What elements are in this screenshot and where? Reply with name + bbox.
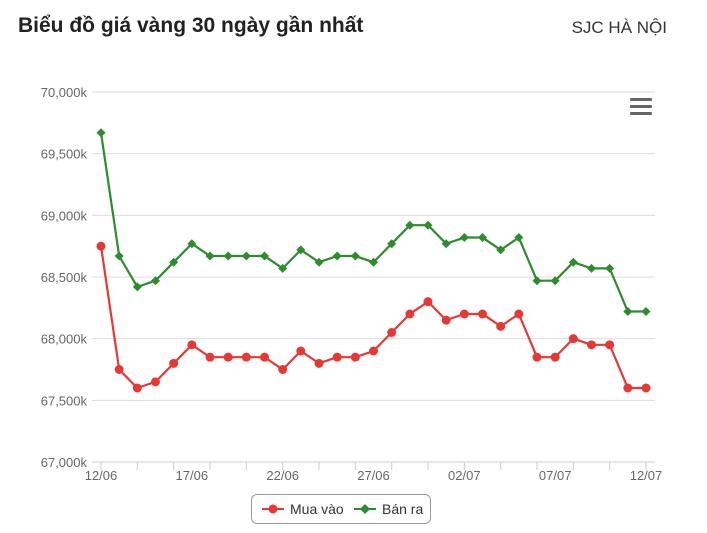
data-point-ban-ra xyxy=(605,263,615,273)
data-point-ban-ra xyxy=(314,257,324,267)
x-tick-label: 17/06 xyxy=(176,468,209,483)
data-point-ban-ra xyxy=(332,251,342,261)
data-point-mua-vao xyxy=(151,377,160,387)
legend-mua-vao-marker-icon xyxy=(262,504,284,514)
data-point-ban-ra xyxy=(587,263,596,273)
data-point-mua-vao xyxy=(260,352,269,362)
legend-item-mua-vao[interactable]: Mua vào xyxy=(262,495,344,523)
page-title: Biểu đồ giá vàng 30 ngày gần nhất xyxy=(18,14,364,37)
data-point-ban-ra xyxy=(387,239,397,249)
data-point-mua-vao xyxy=(169,358,179,368)
price-line-chart: 67,000k 67,500k 68,000k 68,500k 69,000k 69,50… xyxy=(41,85,663,483)
data-point-ban-ra xyxy=(223,251,233,261)
data-point-ban-ra xyxy=(623,307,633,317)
data-point-mua-vao xyxy=(459,309,469,319)
data-point-mua-vao xyxy=(332,352,342,362)
data-point-mua-vao xyxy=(132,383,142,393)
data-point-mua-vao xyxy=(223,352,233,362)
y-tick-label: 68,500k xyxy=(41,270,88,285)
data-point-mua-vao xyxy=(587,340,596,350)
data-point-ban-ra xyxy=(205,251,215,261)
data-point-mua-vao xyxy=(278,365,288,374)
x-tick-label: 12/06 xyxy=(85,468,118,483)
y-tick-label: 67,000k xyxy=(41,455,88,470)
data-point-mua-vao xyxy=(350,352,360,362)
series-line-mua-vao xyxy=(99,246,646,390)
data-point-mua-vao xyxy=(496,321,506,331)
x-tick-label: 07/07 xyxy=(539,468,572,483)
x-tick-label: 22/06 xyxy=(266,468,299,483)
y-tick-label: 68,000k xyxy=(41,332,88,347)
data-point-mua-vao xyxy=(550,352,560,362)
chart-legend: Mua vào Bán ra xyxy=(251,494,431,524)
legend-mua-vao-label: Mua vào xyxy=(290,501,344,517)
data-point-ban-ra xyxy=(132,282,142,292)
data-point-ban-ra xyxy=(496,245,506,255)
x-tick-label: 27/06 xyxy=(357,468,390,483)
data-point-mua-vao xyxy=(568,334,578,344)
data-point-mua-vao xyxy=(623,383,633,393)
data-point-mua-vao xyxy=(605,340,615,350)
data-point-ban-ra xyxy=(532,276,542,286)
y-tick-label: 69,000k xyxy=(41,208,88,223)
data-point-mua-vao xyxy=(405,309,415,319)
data-point-ban-ra xyxy=(441,239,451,249)
data-point-ban-ra xyxy=(114,251,124,261)
legend-item-ban-ra[interactable]: Bán ra xyxy=(354,495,423,523)
y-tick-label: 67,500k xyxy=(41,393,88,408)
data-point-ban-ra xyxy=(260,251,269,261)
data-point-ban-ra xyxy=(405,220,415,230)
data-point-mua-vao xyxy=(514,309,524,319)
data-point-ban-ra xyxy=(278,263,288,273)
y-tick-label: 69,500k xyxy=(41,147,88,162)
data-point-ban-ra xyxy=(459,233,469,243)
data-point-ban-ra xyxy=(151,276,160,286)
data-point-ban-ra xyxy=(187,239,197,249)
data-point-mua-vao xyxy=(96,241,106,251)
x-tick-label: 02/07 xyxy=(448,468,481,483)
data-point-mua-vao xyxy=(387,328,397,337)
data-point-mua-vao xyxy=(423,297,433,307)
data-point-mua-vao xyxy=(314,358,324,368)
data-point-ban-ra xyxy=(169,257,179,267)
data-point-mua-vao xyxy=(478,309,487,319)
data-point-mua-vao xyxy=(296,346,306,356)
hamburger-menu-icon[interactable] xyxy=(630,98,652,116)
data-point-mua-vao xyxy=(187,340,197,350)
data-point-mua-vao xyxy=(241,352,251,362)
data-point-mua-vao xyxy=(532,352,542,362)
data-point-mua-vao xyxy=(641,383,651,393)
data-point-mua-vao xyxy=(441,315,451,325)
data-point-ban-ra xyxy=(568,257,578,267)
data-point-mua-vao xyxy=(205,352,215,362)
data-point-ban-ra xyxy=(550,276,560,286)
data-point-mua-vao xyxy=(114,365,124,374)
location-label[interactable]: SJC HÀ NỘI xyxy=(571,18,667,37)
y-tick-label: 70,000k xyxy=(41,85,88,100)
legend-ban-ra-label: Bán ra xyxy=(382,501,424,517)
data-point-ban-ra xyxy=(369,257,378,267)
data-point-ban-ra xyxy=(423,220,433,230)
series-line-ban-ra xyxy=(99,132,646,313)
data-point-ban-ra xyxy=(296,245,306,255)
data-point-ban-ra xyxy=(96,128,106,138)
legend-ban-ra-marker-icon xyxy=(354,504,376,514)
data-point-mua-vao xyxy=(369,346,378,356)
data-point-ban-ra xyxy=(350,251,360,261)
data-point-ban-ra xyxy=(514,233,524,243)
data-point-ban-ra xyxy=(641,307,651,317)
data-point-ban-ra xyxy=(241,251,251,261)
x-tick-label: 12/07 xyxy=(630,468,663,483)
data-point-ban-ra xyxy=(478,233,487,243)
